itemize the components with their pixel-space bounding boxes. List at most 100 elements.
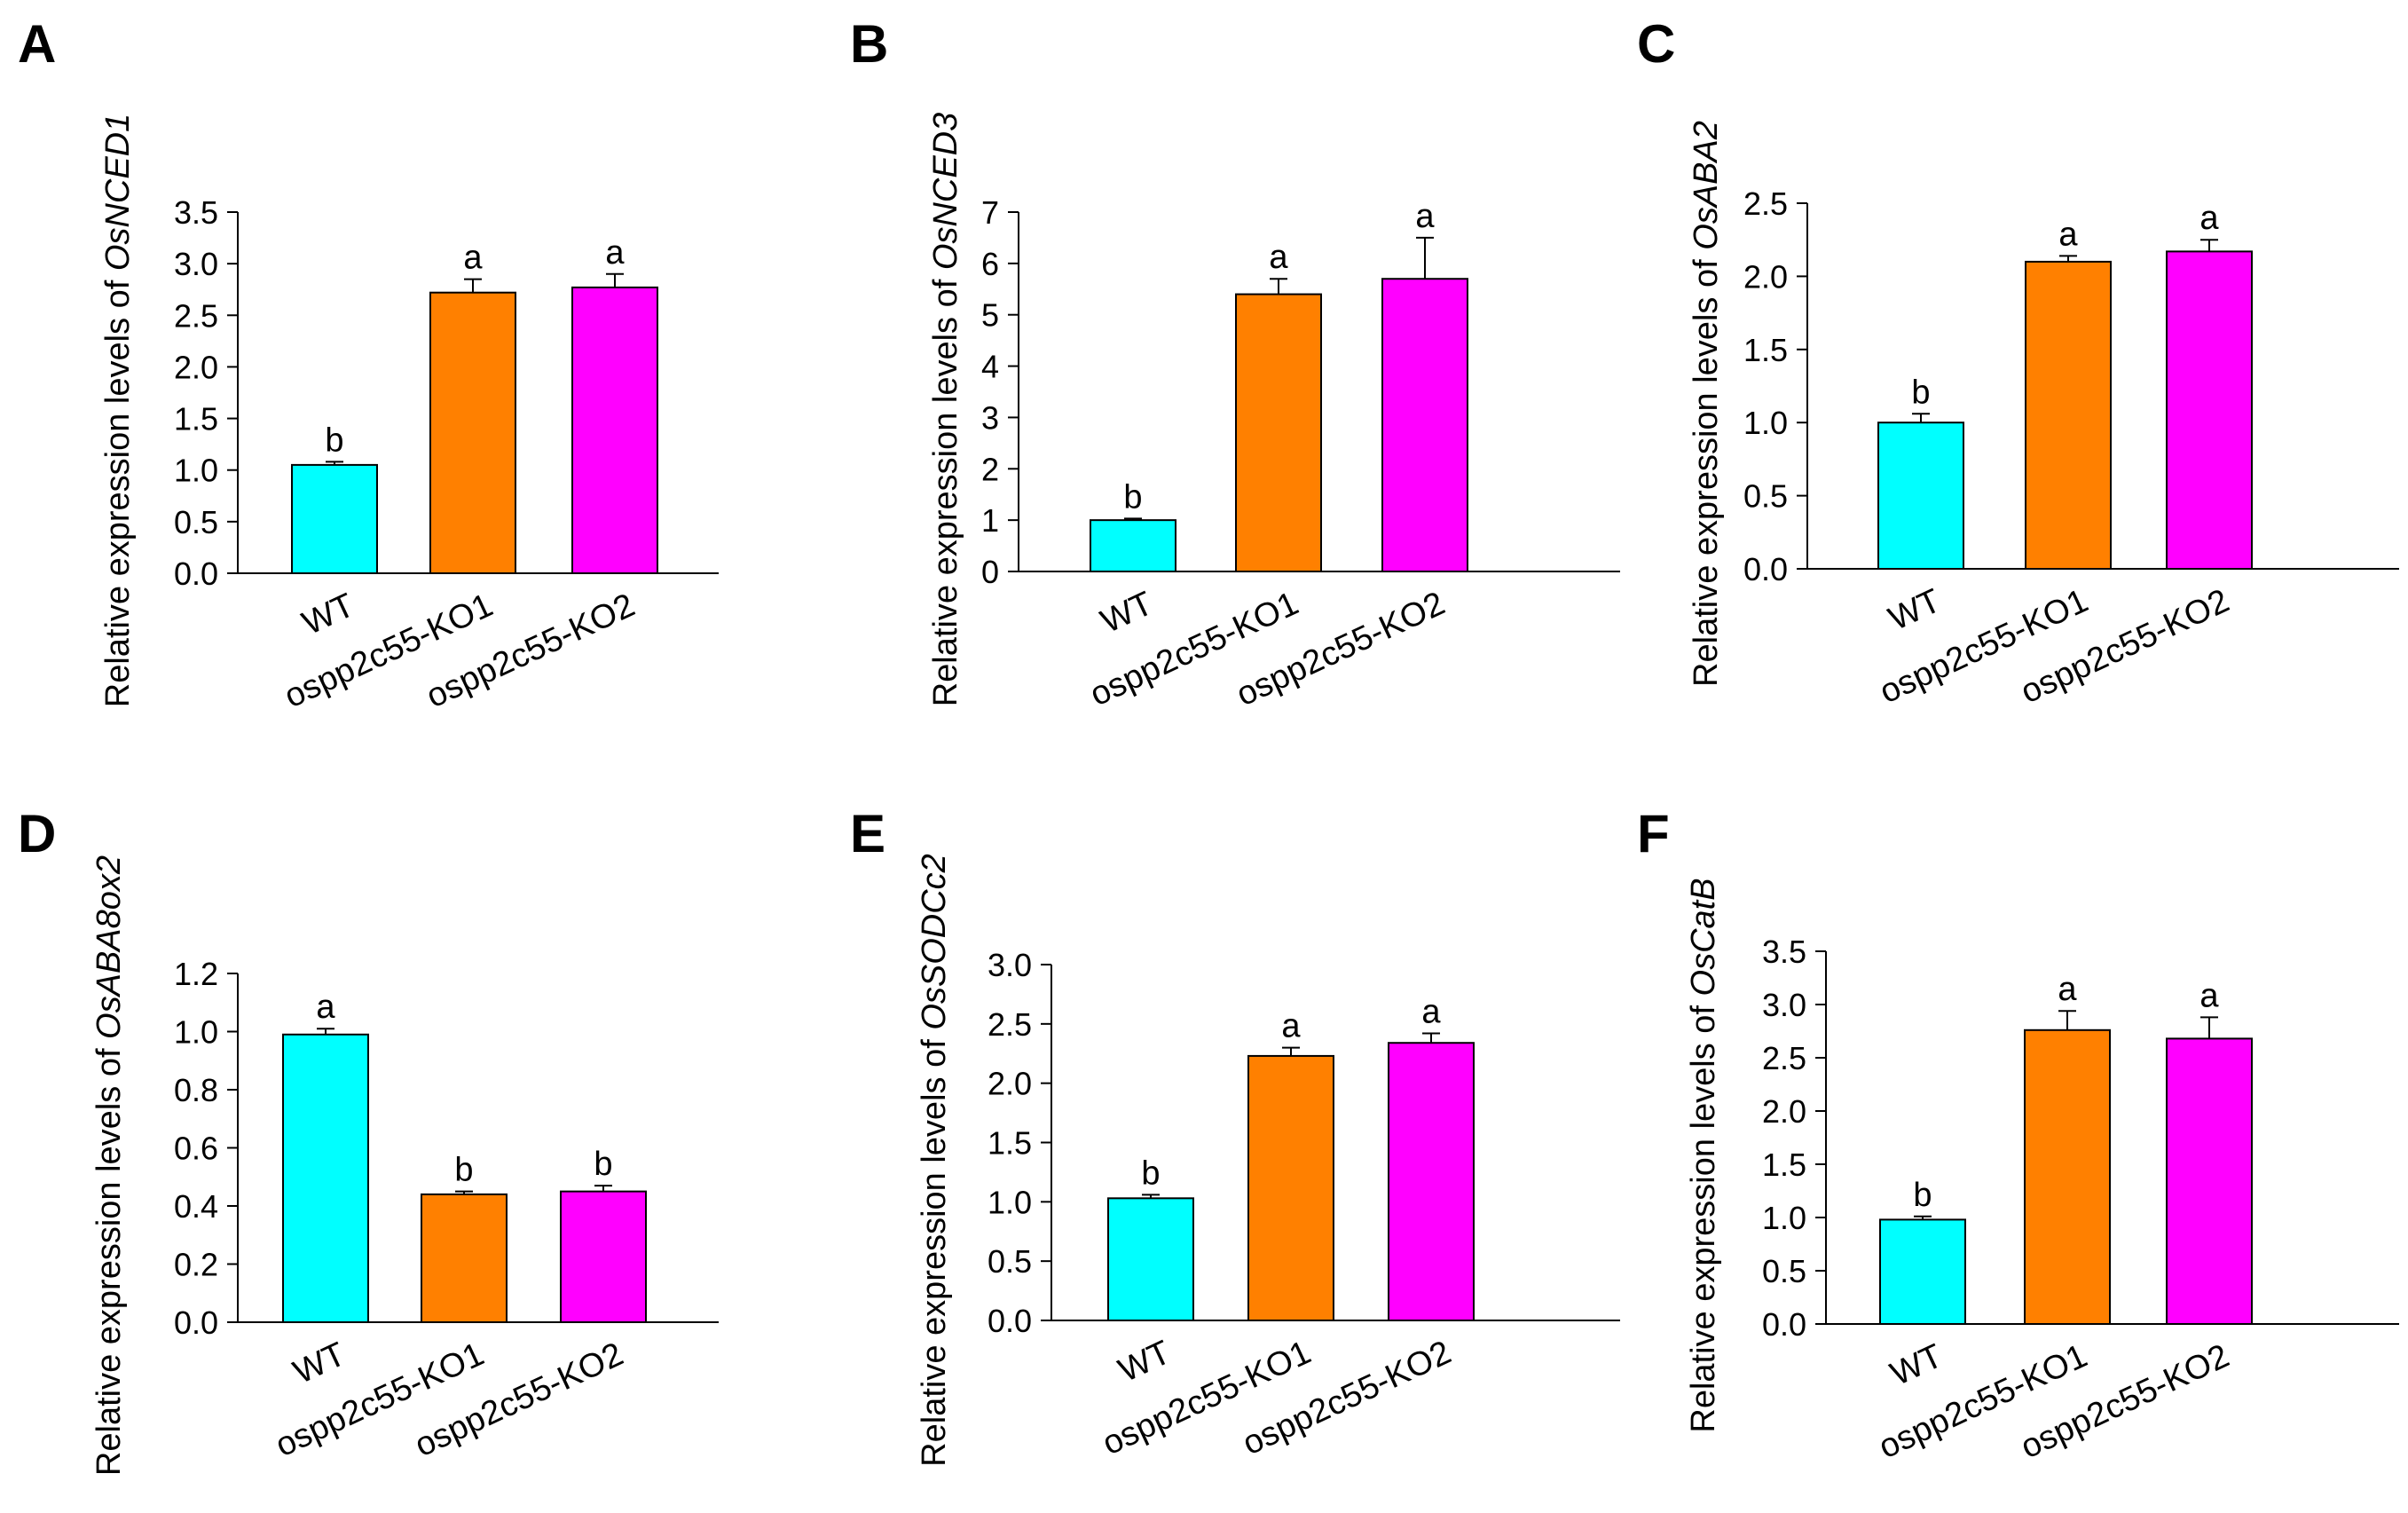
y-axis-label-gene: OsABA2 — [1688, 121, 1725, 250]
y-tick-label: 1.2 — [174, 956, 218, 992]
chart-panel-a: A 0.0 0.5 1.0 1.5 2.0 2.5 3.0 3.5 Relative expres… — [18, 14, 719, 715]
significance-label: a — [2199, 977, 2219, 1014]
y-tick-label: 5 — [981, 297, 999, 334]
category-label: WT — [1885, 1337, 1948, 1393]
bar-ospp2c55-KO1 — [1235, 293, 1322, 572]
y-tick-label: 0.0 — [174, 556, 218, 592]
y-tick-label: 0.5 — [1743, 478, 1788, 515]
chart-panel-b: B 0 1 2 3 4 5 6 7 Relative expression levels of O… — [850, 14, 1620, 713]
y-tick-label: 1 — [981, 502, 999, 539]
bar-WT — [1879, 1218, 1966, 1326]
y-axis-label: Relative expression levels of OsABA2 — [1688, 121, 1725, 687]
bar-ospp2c55-KO1 — [2025, 260, 2112, 570]
y-tick-label: 3.5 — [174, 194, 218, 231]
bar-ospp2c55-KO1 — [429, 291, 516, 574]
category-label: WT — [1114, 1334, 1176, 1390]
significance-label: b — [325, 422, 343, 459]
y-tick-label: 2 — [981, 451, 999, 487]
significance-label: a — [605, 234, 625, 272]
category-label: WT — [288, 1336, 351, 1391]
y-axis-label-prefix: Relative expression levels of — [927, 270, 964, 706]
y-tick-label: 2.5 — [1743, 185, 1788, 222]
bar-WT — [282, 1033, 369, 1324]
y-tick-label: 1.5 — [988, 1125, 1032, 1162]
y-axis-label-gene: OsNCED1 — [99, 114, 137, 271]
bar-ospp2c55-KO1 — [1247, 1054, 1334, 1321]
y-tick-label: 1.0 — [174, 1014, 218, 1051]
y-tick-label: 3.5 — [1762, 934, 1806, 970]
y-tick-label: 0.6 — [174, 1131, 218, 1167]
y-tick-label: 0.4 — [174, 1188, 218, 1225]
y-tick-label: 0.5 — [174, 504, 218, 540]
significance-label: a — [1421, 994, 1441, 1031]
bar-WT — [1877, 422, 1964, 571]
y-tick-label: 2.0 — [1762, 1093, 1806, 1130]
panel-letter: E — [850, 804, 885, 863]
y-axis-label-prefix: Relative expression levels of — [916, 1030, 953, 1467]
category-label: WT — [297, 587, 360, 642]
significance-label: a — [2058, 216, 2078, 253]
bar-WT — [1090, 519, 1176, 573]
y-tick-label: 2.5 — [1762, 1040, 1806, 1076]
bar-ospp2c55-KO2 — [2166, 250, 2253, 570]
bar-WT — [291, 463, 378, 575]
bar-ospp2c55-KO2 — [1388, 1042, 1475, 1321]
y-tick-label: 1.0 — [1762, 1200, 1806, 1236]
significance-label: b — [1913, 1177, 1932, 1214]
significance-label: a — [2199, 200, 2219, 237]
y-axis-label: Relative expression levels of OsCatB — [1685, 878, 1722, 1432]
significance-label: b — [594, 1146, 612, 1183]
significance-label: a — [316, 989, 335, 1026]
y-axis-label-prefix: Relative expression levels of — [1688, 250, 1725, 687]
y-tick-label: 2.0 — [1743, 258, 1788, 295]
y-tick-label: 1.0 — [174, 453, 218, 489]
y-tick-label: 0.2 — [174, 1247, 218, 1283]
bar-ospp2c55-KO2 — [1381, 278, 1468, 572]
y-tick-label: 0.0 — [988, 1303, 1032, 1339]
significance-label: b — [1123, 478, 1142, 516]
y-axis-label-gene: OsSODCc2 — [916, 854, 953, 1029]
y-tick-label: 2.0 — [174, 349, 218, 385]
bar-ospp2c55-KO2 — [2166, 1037, 2253, 1326]
category-label: WT — [1884, 582, 1947, 638]
significance-label: a — [1269, 239, 1288, 276]
panel-letter: C — [1637, 14, 1675, 74]
y-tick-label: 1.0 — [988, 1184, 1032, 1220]
bar-ospp2c55-KO2 — [571, 286, 658, 574]
y-tick-label: 0.5 — [988, 1243, 1032, 1280]
y-axis-label-gene: OsABA8ox2 — [90, 855, 128, 1039]
y-axis-label-prefix: Relative expression levels of — [90, 1039, 128, 1476]
y-tick-label: 3.0 — [988, 947, 1032, 983]
panel-letter: B — [850, 14, 888, 74]
y-axis-label: Relative expression levels of OsSODCc2 — [916, 854, 953, 1467]
significance-label: a — [1415, 198, 1435, 235]
y-tick-label: 3 — [981, 399, 999, 436]
y-tick-label: 1.5 — [1762, 1147, 1806, 1183]
bar-ospp2c55-KO1 — [421, 1193, 508, 1324]
y-tick-label: 0 — [981, 554, 999, 590]
y-tick-label: 2.5 — [988, 1006, 1032, 1043]
y-tick-label: 1.5 — [174, 401, 218, 437]
significance-label: b — [1141, 1154, 1160, 1192]
y-tick-label: 1.5 — [1743, 332, 1788, 368]
category-label: WT — [1096, 585, 1159, 641]
bar-ospp2c55-KO2 — [560, 1190, 647, 1323]
bar-ospp2c55-KO1 — [2024, 1028, 2111, 1326]
chart-panel-d: D 0.0 0.2 0.4 0.6 0.8 1.0 1.2 Relative expressio… — [18, 804, 719, 1476]
chart-panel-f: F 0.0 0.5 1.0 1.5 2.0 2.5 3.0 3.5 Relative expres… — [1637, 804, 2399, 1466]
y-tick-label: 0.5 — [1762, 1253, 1806, 1289]
panel-letter: D — [18, 804, 56, 863]
y-tick-label: 0.0 — [1743, 551, 1788, 587]
chart-panel-c: C 0.0 0.5 1.0 1.5 2.0 2.5 Relative expression l… — [1637, 14, 2399, 711]
y-tick-label: 2.5 — [174, 297, 218, 334]
y-axis-label-gene: OsCatB — [1685, 878, 1722, 996]
y-tick-label: 6 — [981, 246, 999, 282]
significance-label: a — [2058, 971, 2077, 1008]
y-tick-label: 3.0 — [1762, 987, 1806, 1023]
y-tick-label: 7 — [981, 194, 999, 231]
y-tick-label: 2.0 — [988, 1066, 1032, 1102]
y-axis-label: Relative expression levels of OsABA8ox2 — [90, 855, 128, 1476]
y-axis-label: Relative expression levels of OsNCED3 — [927, 113, 964, 707]
y-tick-label: 0.0 — [1762, 1306, 1806, 1343]
